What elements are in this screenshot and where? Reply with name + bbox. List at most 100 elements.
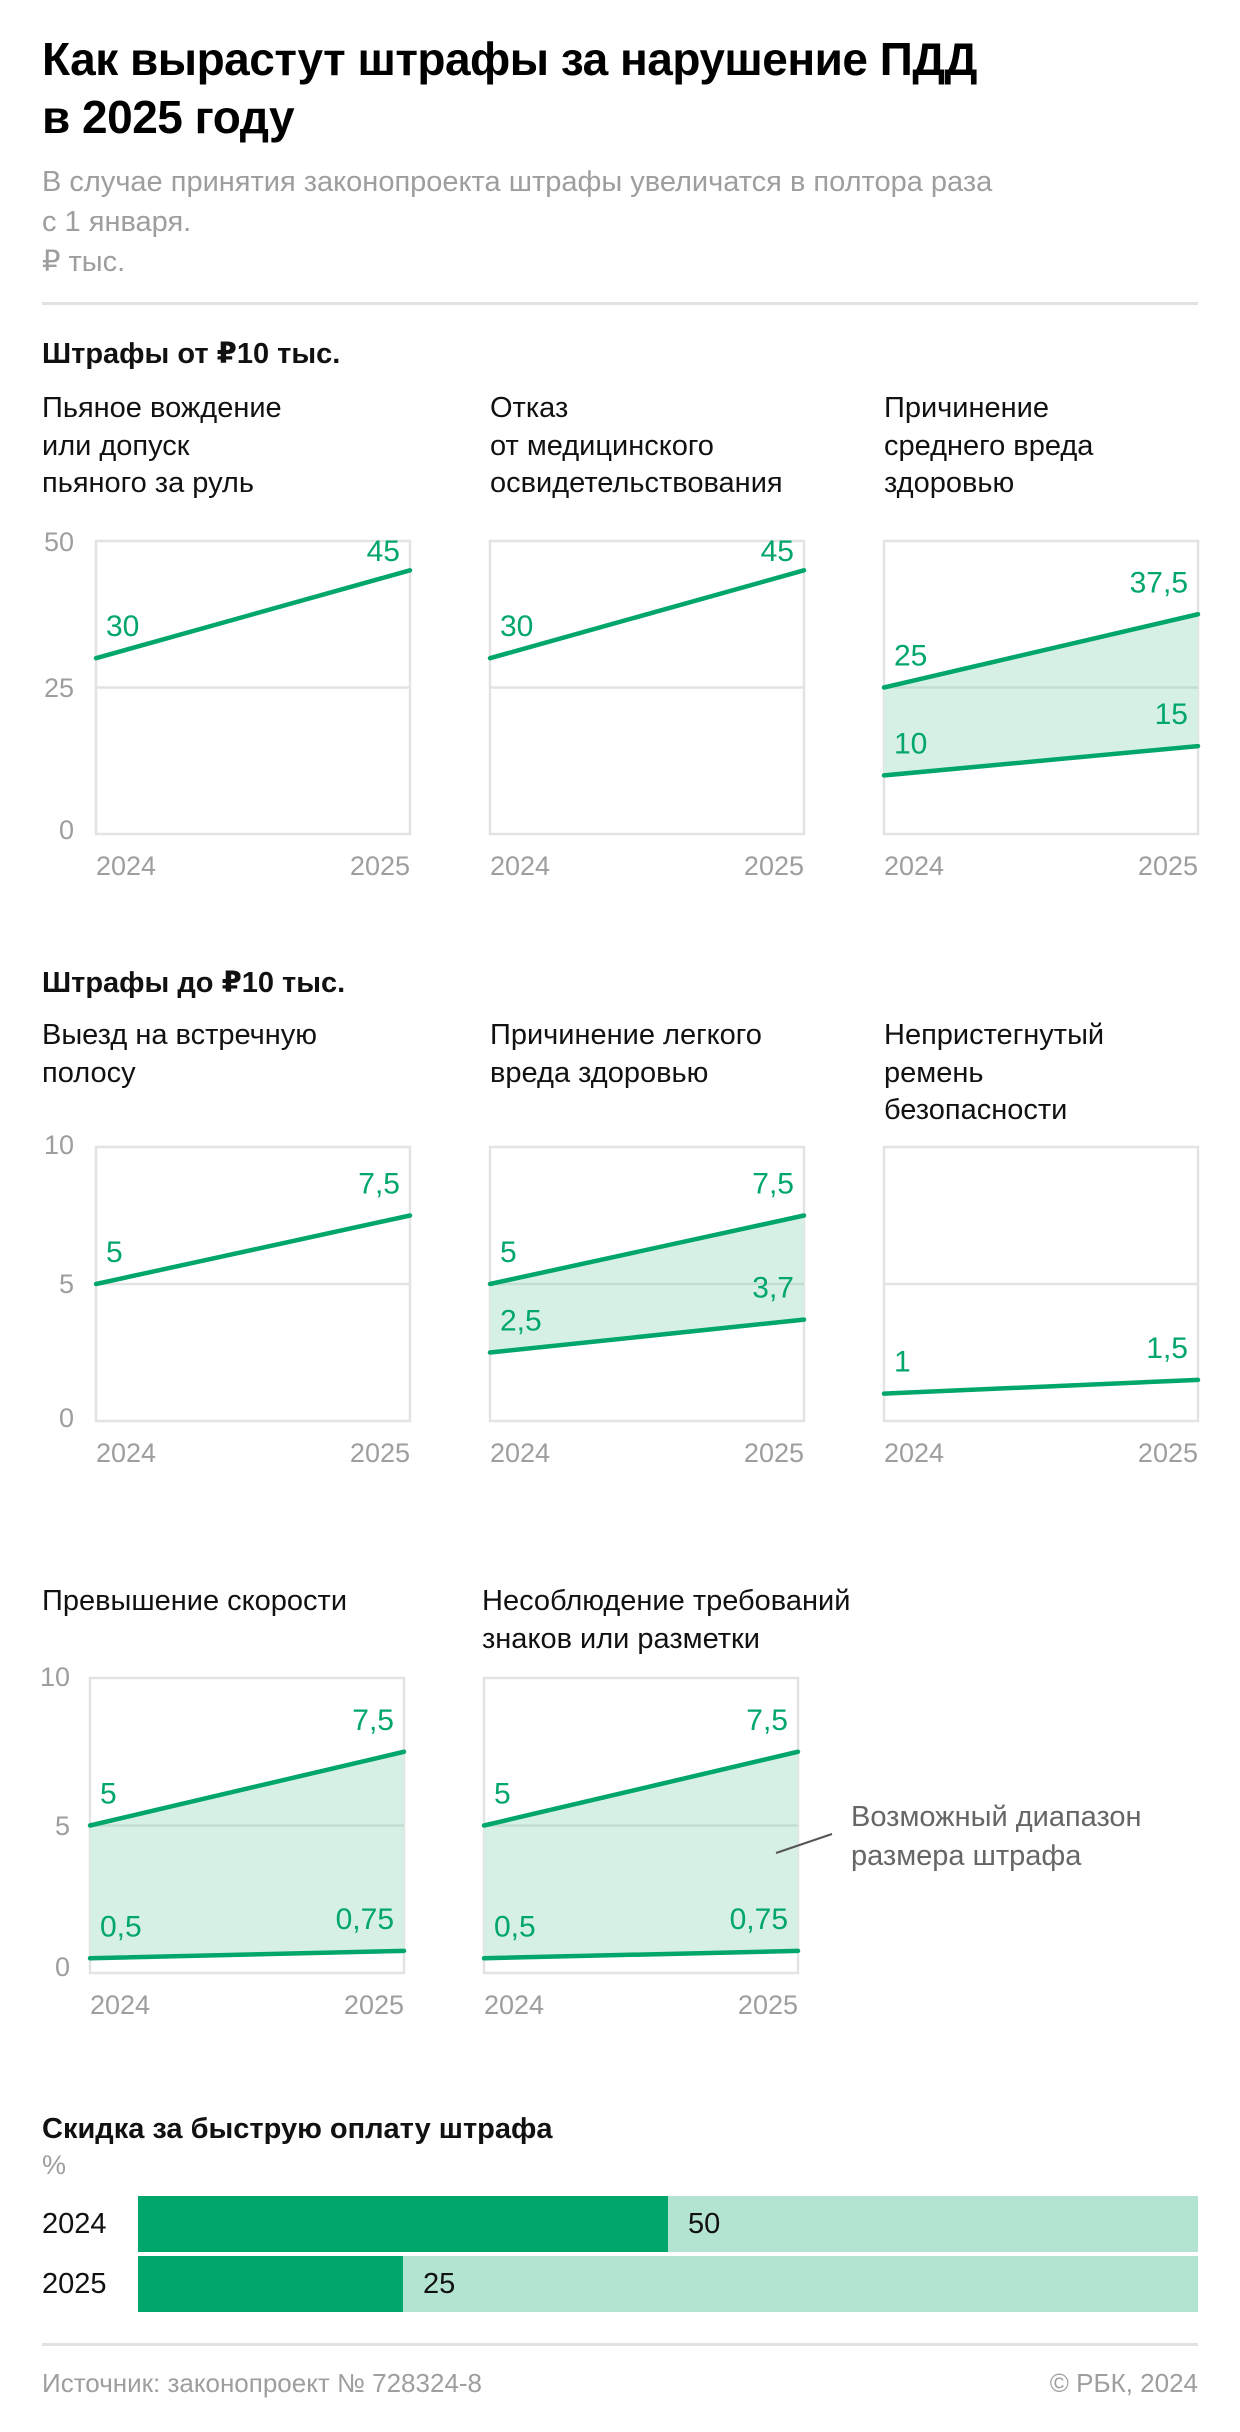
data-label: 5: [106, 1236, 123, 1269]
data-label: 45: [367, 535, 400, 568]
series-line-max: [481, 1749, 801, 1828]
annotation-pointer: [775, 1833, 833, 1854]
panel-title-line: здоровью: [884, 467, 1015, 499]
panel-title-line: освидетельствования: [490, 467, 783, 499]
series-line-min: [881, 743, 1201, 778]
series-line-min: [87, 1948, 407, 1961]
series-line-max: [881, 1377, 1201, 1396]
data-label: 5: [500, 1236, 517, 1269]
data-label: 0,75: [336, 1903, 394, 1936]
x-tick-label: 2024: [884, 1438, 945, 1468]
y-tick: 0: [58, 815, 74, 845]
panel-title-line: пьяного за руль: [42, 467, 254, 499]
panel-title-line: полосу: [42, 1056, 136, 1089]
data-label: 5: [100, 1778, 117, 1811]
y-tick: 5: [54, 1811, 70, 1841]
panel-title-line: Причинение: [884, 392, 1049, 424]
panel-title-line: Отказ: [490, 392, 569, 424]
unit-label: ₽ тыс.: [42, 246, 126, 278]
series-line-max: [93, 1213, 413, 1287]
x-tick-label: 2025: [1137, 851, 1198, 881]
data-label: 0,5: [494, 1910, 536, 1943]
y-tick: 10: [39, 1662, 70, 1692]
range-annotation: Возможный диапазон размера штрафа: [851, 1798, 1142, 1876]
panel-title-line: от медицинского: [490, 429, 714, 462]
panel-title-line: знаков или разметки: [482, 1622, 760, 1655]
subtitle-line-1: В случае принятия законопроекта штрафы у…: [42, 166, 993, 198]
data-label: 25: [894, 640, 927, 673]
panel-title: Пьяное вождение или допуск пьяного за руль: [42, 390, 282, 503]
panel-title-line: ремень: [884, 1056, 984, 1089]
data-label: 30: [106, 610, 139, 643]
data-label: 1,5: [1146, 1332, 1188, 1365]
y-tick: 25: [43, 673, 74, 703]
bar-category-label: 2024: [42, 2208, 107, 2240]
section-heading-over-10k: Штрафы от ₽10 тыс.: [42, 338, 341, 370]
x-tick-label: 2025: [349, 851, 410, 881]
line-chart-panel: 57,5: [93, 1145, 413, 1423]
series-line-max: [487, 568, 807, 661]
panel-title: Выезд на встречную полосу: [42, 1017, 317, 1092]
line-chart-panel: 5 7,5 0,5 0,75: [87, 1676, 407, 1975]
series-line-max: [881, 612, 1201, 690]
series-line-max: [87, 1749, 407, 1828]
panel-title-line: Несоблюдение требований: [482, 1585, 851, 1617]
x-tick-label: 2025: [349, 1438, 410, 1468]
data-label: 1: [894, 1346, 911, 1379]
line-chart-panel: 1 1,5: [881, 1145, 1201, 1423]
line-chart-panel: 25 37,5 10 15: [881, 539, 1201, 836]
x-tick-label: 2025: [743, 851, 804, 881]
subtitle: В случае принятия законопроекта штрафы у…: [42, 162, 1192, 282]
data-label: 7,5: [752, 1168, 794, 1201]
series-line-min: [487, 1317, 807, 1355]
data-label: 15: [1155, 698, 1188, 731]
x-tick-label: 2024: [490, 1438, 551, 1468]
panel-title: Причинение среднего вреда здоровью: [884, 390, 1093, 503]
data-label: 2,5: [500, 1305, 542, 1338]
subtitle-line-2: с 1 января.: [42, 206, 192, 238]
header-divider: [42, 302, 1198, 305]
data-label: 0,75: [730, 1903, 788, 1936]
x-tick-label: 2025: [743, 1438, 804, 1468]
data-label: 0,5: [100, 1910, 142, 1943]
x-tick-label: 2024: [490, 851, 551, 881]
section-heading-under-10k: Штрафы до ₽10 тыс.: [42, 967, 346, 999]
y-tick: 5: [58, 1269, 74, 1299]
data-label: 7,5: [358, 1168, 400, 1201]
line-chart-panel: 30 45: [93, 535, 413, 836]
panel-title-line: Превышение скорости: [42, 1585, 348, 1617]
x-tick-label: 2024: [96, 1438, 157, 1468]
y-tick: 0: [58, 1403, 74, 1433]
y-tick: 10: [43, 1130, 74, 1160]
range-area: [884, 614, 1198, 776]
x-tick-label: 2025: [1137, 1438, 1198, 1468]
data-label: 45: [761, 535, 794, 568]
line-chart-panel: 30 45: [487, 535, 807, 836]
panel-title: Несоблюдение требований знаков или размет…: [482, 1583, 850, 1658]
data-label: 10: [894, 727, 927, 760]
data-label: 37,5: [1130, 566, 1188, 599]
footer-divider: [42, 2343, 1198, 2346]
panel-title: Превышение скорости: [42, 1583, 347, 1621]
bar-value-label: 50: [688, 2208, 721, 2240]
range-area: [90, 1751, 404, 1959]
panel-title-line: среднего вреда: [884, 429, 1094, 462]
panel-title: Непристегнутый ремень безопасности: [884, 1017, 1104, 1130]
x-tick-label: 2024: [90, 1990, 151, 2020]
x-tick-label: 2025: [737, 1990, 798, 2020]
panel-title-line: вреда здоровью: [490, 1056, 709, 1089]
range-area: [484, 1751, 798, 1959]
panel-title: Причинение легкого вреда здоровью: [490, 1017, 762, 1092]
y-tick: 50: [43, 527, 74, 557]
copyright: © РБК, 2024: [1049, 2368, 1198, 2398]
annotation-line-2: размера штрафа: [851, 1840, 1082, 1872]
bar-2024: [138, 2196, 668, 2252]
data-label: 7,5: [352, 1704, 394, 1737]
discount-heading: Скидка за быструю оплату штрафа: [42, 2113, 553, 2145]
source-note: Источник: законопроект № 728324-8: [42, 2368, 483, 2398]
y-tick: 0: [54, 1952, 70, 1982]
page-title: Как вырастут штрафы за нарушение ПДД в 2…: [42, 30, 1192, 146]
panel-title-line: Непристегнутый: [884, 1019, 1105, 1051]
x-tick-label: 2024: [884, 851, 945, 881]
panel-title-line: или допуск: [42, 429, 190, 462]
